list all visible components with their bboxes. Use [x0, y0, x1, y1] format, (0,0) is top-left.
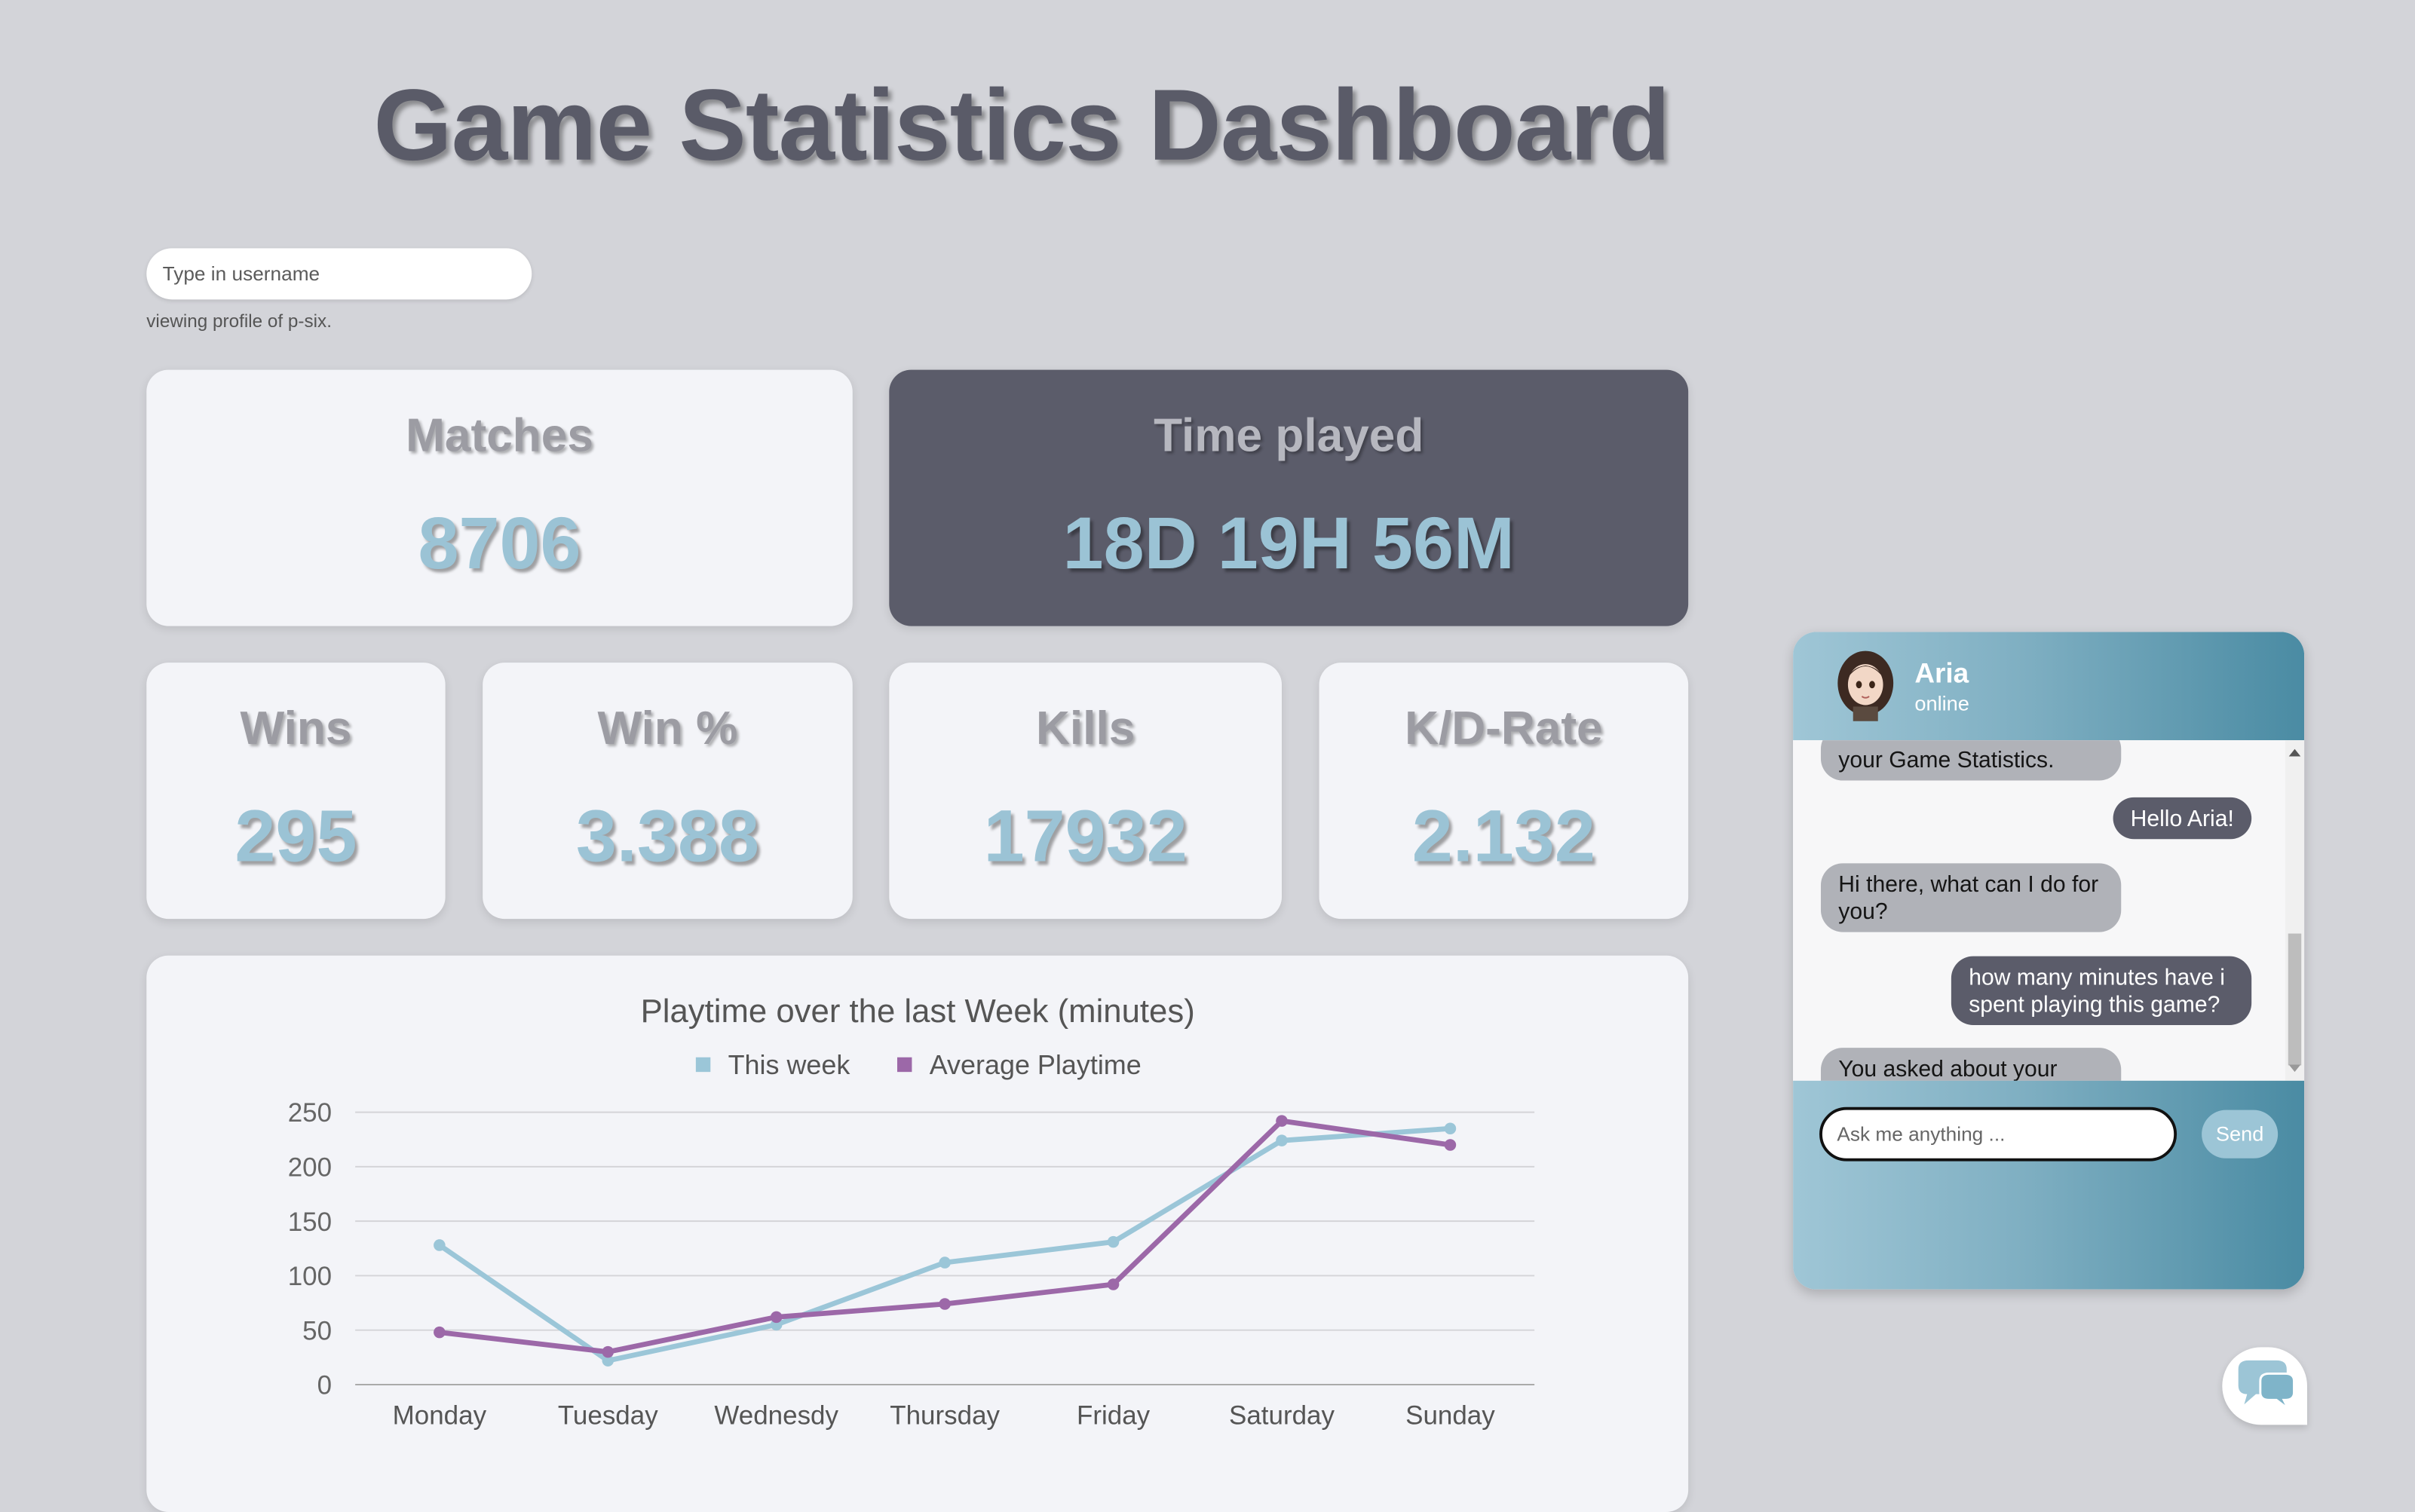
- y-tick-label: 200: [288, 1153, 332, 1183]
- chat-widget: Aria online your Game Statistics. Hello …: [1793, 632, 2305, 1290]
- time-played-label: Time played: [1154, 409, 1424, 461]
- data-point[interactable]: [1276, 1115, 1288, 1127]
- chart-x-axis: Monday Tuesday Wednesdy Thursday Friday Satur…: [393, 1400, 1496, 1430]
- y-tick-label: 150: [288, 1207, 332, 1237]
- data-point[interactable]: [1444, 1122, 1457, 1135]
- chat-message: Hello Aria!: [2113, 797, 2252, 840]
- legend-label[interactable]: Average Playtime: [930, 1049, 1142, 1080]
- matches-card: Matches 8706: [146, 369, 853, 626]
- scroll-up-icon[interactable]: [2288, 748, 2301, 757]
- username-input[interactable]: [146, 248, 532, 300]
- win-percent-value: 3.388: [575, 794, 760, 877]
- kills-value: 17932: [983, 794, 1188, 877]
- wins-label: Wins: [240, 701, 352, 754]
- chat-message: how many minutes have i spent playing th…: [1951, 956, 2252, 1025]
- data-point[interactable]: [1444, 1139, 1457, 1151]
- x-tick-label: Thursday: [890, 1400, 1000, 1430]
- chat-message: your Game Statistics.: [1820, 740, 2122, 781]
- data-point[interactable]: [1107, 1278, 1120, 1290]
- kd-rate-value: 2.132: [1411, 794, 1595, 877]
- chat-bubbles-icon[interactable]: [2222, 1347, 2307, 1425]
- scroll-down-icon[interactable]: [2288, 1064, 2301, 1073]
- data-point[interactable]: [1276, 1134, 1288, 1146]
- kd-rate-label: K/D-Rate: [1405, 701, 1603, 754]
- x-tick-label: Tuesday: [558, 1400, 658, 1430]
- x-tick-label: Friday: [1077, 1400, 1151, 1430]
- win-percent-card: Win % 3.388: [483, 663, 853, 920]
- chart-y-axis: 0 50 100 150 200 250: [288, 1098, 332, 1400]
- chat-message: You asked about your how many minutes yo…: [1820, 1048, 2122, 1081]
- data-point[interactable]: [770, 1311, 783, 1324]
- matches-label: Matches: [406, 409, 593, 461]
- x-tick-label: Saturday: [1229, 1400, 1335, 1430]
- data-point[interactable]: [434, 1326, 446, 1339]
- chart-title: Playtime over the last Week (minutes): [641, 993, 1195, 1030]
- page-title: Game Statistics Dashboard: [373, 69, 1670, 182]
- data-point[interactable]: [602, 1345, 614, 1358]
- chat-header: Aria online: [1793, 632, 2305, 741]
- chat-messages[interactable]: your Game Statistics. Hello Aria! Hi the…: [1793, 740, 2305, 1081]
- playtime-chart: Playtime over the last Week (minutes) Th…: [288, 993, 1535, 1430]
- series-line: [437, 1125, 1451, 1364]
- x-tick-label: Sunday: [1405, 1400, 1495, 1430]
- chat-agent-name: Aria: [1914, 658, 1969, 690]
- chart-series: [434, 1115, 1457, 1367]
- data-point[interactable]: [939, 1256, 951, 1269]
- data-point[interactable]: [939, 1298, 951, 1310]
- data-point[interactable]: [602, 1354, 614, 1367]
- time-played-card: Time played 18D 19H 56M: [889, 369, 1689, 626]
- y-tick-label: 100: [288, 1262, 332, 1291]
- chart-legend: This week Average Playtime: [695, 1049, 1142, 1080]
- wins-card: Wins 295: [146, 663, 446, 920]
- kills-card: Kills 17932: [889, 663, 1282, 920]
- chat-input[interactable]: [1819, 1106, 2177, 1162]
- x-tick-label: Monday: [393, 1400, 487, 1430]
- scroll-thumb[interactable]: [2288, 933, 2302, 1066]
- send-button[interactable]: Send: [2202, 1110, 2279, 1158]
- time-played-value: 18D 19H 56M: [1062, 502, 1515, 585]
- chat-scrollbar[interactable]: [2285, 740, 2305, 1081]
- series-line: [439, 1118, 1451, 1355]
- y-tick-label: 50: [302, 1316, 332, 1345]
- legend-label[interactable]: This week: [728, 1049, 851, 1080]
- kd-rate-card: K/D-Rate 2.132: [1319, 663, 1689, 920]
- y-tick-label: 250: [288, 1098, 332, 1128]
- chart-grid: [355, 1111, 1535, 1385]
- y-tick-label: 0: [317, 1371, 332, 1400]
- x-tick-label: Wednesdy: [714, 1400, 838, 1430]
- data-point[interactable]: [1107, 1235, 1120, 1248]
- legend-swatch[interactable]: [897, 1057, 912, 1073]
- chat-agent-status: online: [1914, 692, 1969, 715]
- win-percent-label: Win %: [597, 701, 738, 754]
- playtime-chart-card: Playtime over the last Week (minutes) Th…: [146, 955, 1689, 1512]
- avatar-girl-icon: [1837, 650, 1894, 721]
- viewing-profile-text: viewing profile of p-six.: [146, 311, 332, 332]
- chat-footer: Send: [1793, 1080, 2305, 1290]
- matches-value: 8706: [418, 502, 581, 585]
- kills-label: Kills: [1036, 701, 1135, 754]
- chat-message: Hi there, what can I do for you?: [1820, 863, 2122, 932]
- data-point[interactable]: [434, 1239, 446, 1251]
- legend-swatch[interactable]: [695, 1057, 711, 1073]
- wins-value: 295: [234, 794, 357, 877]
